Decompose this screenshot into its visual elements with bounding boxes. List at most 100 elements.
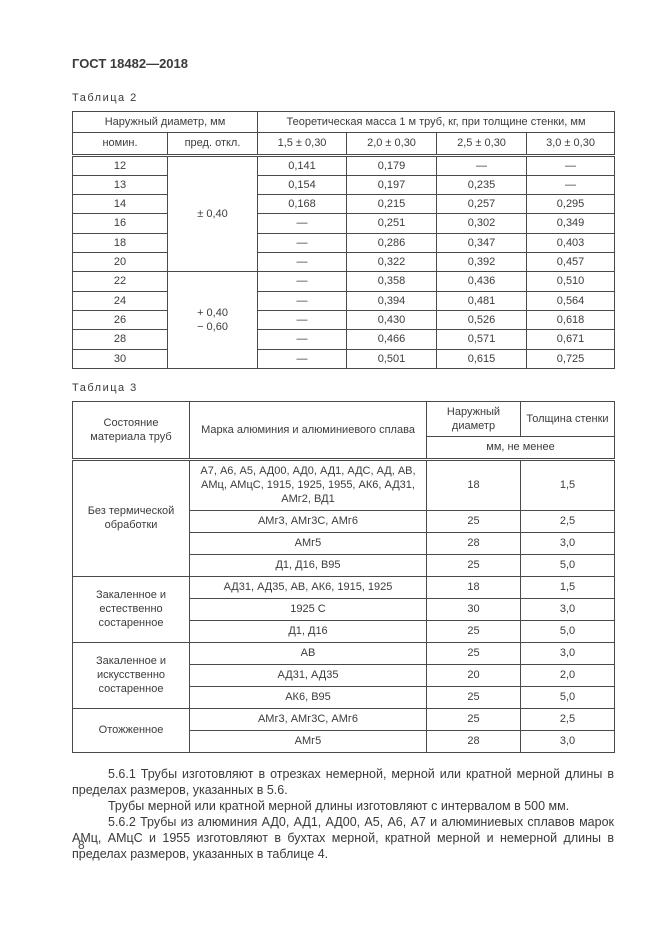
table2-nominal-header: номин.: [72, 132, 168, 157]
grade-cell: АД31, АД35: [189, 663, 427, 687]
nominal-cell: 18: [72, 232, 168, 254]
nominal-cell: 30: [72, 348, 168, 369]
mass-cell: —: [257, 213, 348, 234]
grade-cell: АМг3, АМг3С, АМг6: [189, 509, 427, 533]
nominal-cell: 24: [72, 290, 168, 311]
thickness-cell: 1,5: [520, 575, 615, 599]
mass-cell: 0,403: [526, 232, 616, 254]
diameter-cell: 25: [426, 509, 521, 533]
diameter-cell: 28: [426, 729, 521, 753]
table3-caption: Таблица 3: [72, 381, 138, 394]
mass-cell: —: [257, 232, 348, 254]
table2-row: 16 —0,251 0,302 0,349: [72, 213, 616, 234]
table2-thickness-col-1: 1,5 ± 0,30: [257, 132, 348, 157]
mass-cell: 0,571: [436, 329, 528, 350]
mass-cell: 0,251: [346, 213, 438, 234]
mass-cell: 0,430: [346, 309, 438, 331]
diameter-cell: 25: [426, 641, 521, 665]
mass-cell: 0,295: [526, 194, 616, 215]
mass-cell: 0,235: [436, 174, 528, 196]
table2-row: 13 0,154 0,197 0,235—: [72, 174, 616, 196]
table2-header-row-2: номин. пред. откл. 1,5 ± 0,30 2,0 ± 0,30…: [72, 132, 616, 157]
table3-row: Д1, Д16, В95 25 5,0: [73, 553, 615, 577]
mass-cell: 0,141: [257, 154, 348, 176]
thickness-cell: 5,0: [520, 685, 615, 709]
state-cell: Без термической обработки: [72, 458, 190, 577]
mass-cell: —: [526, 154, 616, 176]
mass-cell: —: [526, 174, 616, 196]
mass-cell: —: [257, 309, 348, 331]
mass-cell: —: [436, 154, 528, 176]
paragraph-5-6-1: 5.6.1 Трубы изготовляют в отрезках немер…: [72, 766, 614, 797]
body-text: 5.6.1 Трубы изготовляют в отрезках немер…: [72, 766, 614, 862]
thickness-cell: 2,5: [520, 707, 615, 731]
grade-cell: А7, А6, А5, АД00, АД0, АД1, АДС, АД, АВ,…: [189, 458, 427, 511]
table3-body: Без термической обработки А7, А6, А5, АД0…: [72, 458, 615, 753]
mass-cell: —: [257, 252, 348, 273]
state-cell: Закаленное и искусственно состаренное: [72, 641, 190, 709]
mass-cell: —: [257, 348, 348, 369]
mass-cell: 0,154: [257, 174, 348, 196]
deviation-cell: + 0,40 − 0,60: [166, 271, 259, 369]
page-content: ГОСТ 18482—2018 Таблица 2 Наружный диаме…: [71, 0, 616, 862]
nominal-cell: 22: [72, 271, 168, 292]
mass-cell: 0,618: [526, 309, 616, 331]
grade-cell: Д1, Д16, В95: [189, 553, 427, 577]
thickness-cell: 5,0: [520, 553, 615, 577]
thickness-cell: 2,5: [520, 509, 615, 533]
paragraph-interval: Трубы мерной или кратной мерной длины из…: [108, 798, 570, 813]
diameter-cell: 30: [426, 597, 521, 621]
mass-cell: 0,457: [526, 252, 616, 273]
table3-thickness-header: Толщина стенки: [520, 400, 615, 438]
table2-header-row-1: Наружный диаметр, мм Теоретическая масса…: [71, 110, 616, 134]
table2-thickness-col-2: 2,0 ± 0,30: [346, 132, 438, 157]
mass-cell: 0,358: [346, 271, 438, 292]
table2-thickness-col-4: 3,0 ± 0,30: [526, 132, 616, 157]
table3-state-header: Состояние материала труб: [72, 400, 190, 461]
table3-header-row-1: Состояние материала труб Марка алюминия …: [72, 400, 615, 461]
nominal-cell: 12: [72, 154, 168, 176]
table3-header-row-2: мм, не менее: [73, 436, 615, 461]
mass-cell: 0,526: [436, 309, 528, 331]
table2-row: 30 —0,501 0,615 0,725: [72, 348, 616, 369]
table3-row: Д1, Д16 25 5,0: [73, 619, 615, 643]
mass-cell: 0,347: [436, 232, 528, 254]
mass-cell: 0,615: [436, 348, 528, 369]
mass-cell: 0,302: [436, 213, 528, 234]
grade-cell: АК6, В95: [189, 685, 427, 709]
table3-row: АК6, В95 25 5,0: [73, 685, 615, 709]
table2-row: 28 —0,466 0,571 0,671: [72, 329, 616, 350]
mass-cell: 0,197: [346, 174, 438, 196]
table2-row: 12 ± 0,40 0,141 0,179— —: [72, 154, 616, 273]
state-cell: Отожженное: [72, 707, 190, 753]
table2-row: 24 —0,394 0,481 0,564: [72, 290, 616, 311]
mass-cell: —: [257, 271, 348, 292]
table2-mass-header: Теоретическая масса 1 м труб, кг, при то…: [257, 110, 616, 134]
mass-cell: 0,322: [346, 252, 438, 273]
table3-row: Без термической обработки А7, А6, А5, АД0…: [72, 458, 615, 577]
table3-units-header: мм, не менее: [426, 436, 615, 461]
diameter-cell: 20: [426, 663, 521, 687]
deviation-cell: ± 0,40: [166, 154, 259, 273]
mass-cell: —: [257, 329, 348, 350]
table2-body: 12 ± 0,40 0,141 0,179— —13 0,154 0,197 0,235—14…: [72, 154, 616, 369]
thickness-cell: 3,0: [520, 641, 615, 665]
mass-cell: 0,179: [346, 154, 438, 176]
table3-diameter-header: Наружный диаметр: [426, 400, 521, 438]
diameter-cell: 18: [426, 575, 521, 599]
thickness-cell: 5,0: [520, 619, 615, 643]
diameter-cell: 25: [426, 707, 521, 731]
mass-cell: 0,725: [526, 348, 616, 369]
table2-outer-diameter-header: Наружный диаметр, мм: [71, 110, 259, 134]
paragraph-5-6-2: 5.6.2 Трубы из алюминия АД0, АД1, АД00, …: [72, 814, 614, 861]
table2-row: 22 + 0,40 − 0,60—0,358 0,436 0,510: [72, 271, 616, 369]
diameter-cell: 25: [426, 685, 521, 709]
table2-thickness-col-3: 2,5 ± 0,30: [436, 132, 528, 157]
table2-row: 18 —0,286 0,347 0,403: [72, 232, 616, 254]
table2-row: 20 —0,322 0,392 0,457: [72, 252, 616, 273]
mass-cell: 0,215: [346, 194, 438, 215]
thickness-cell: 1,5: [520, 458, 615, 511]
grade-cell: АМг5: [189, 531, 427, 555]
grade-cell: АМг5: [189, 729, 427, 753]
page-number: 8: [78, 838, 85, 852]
